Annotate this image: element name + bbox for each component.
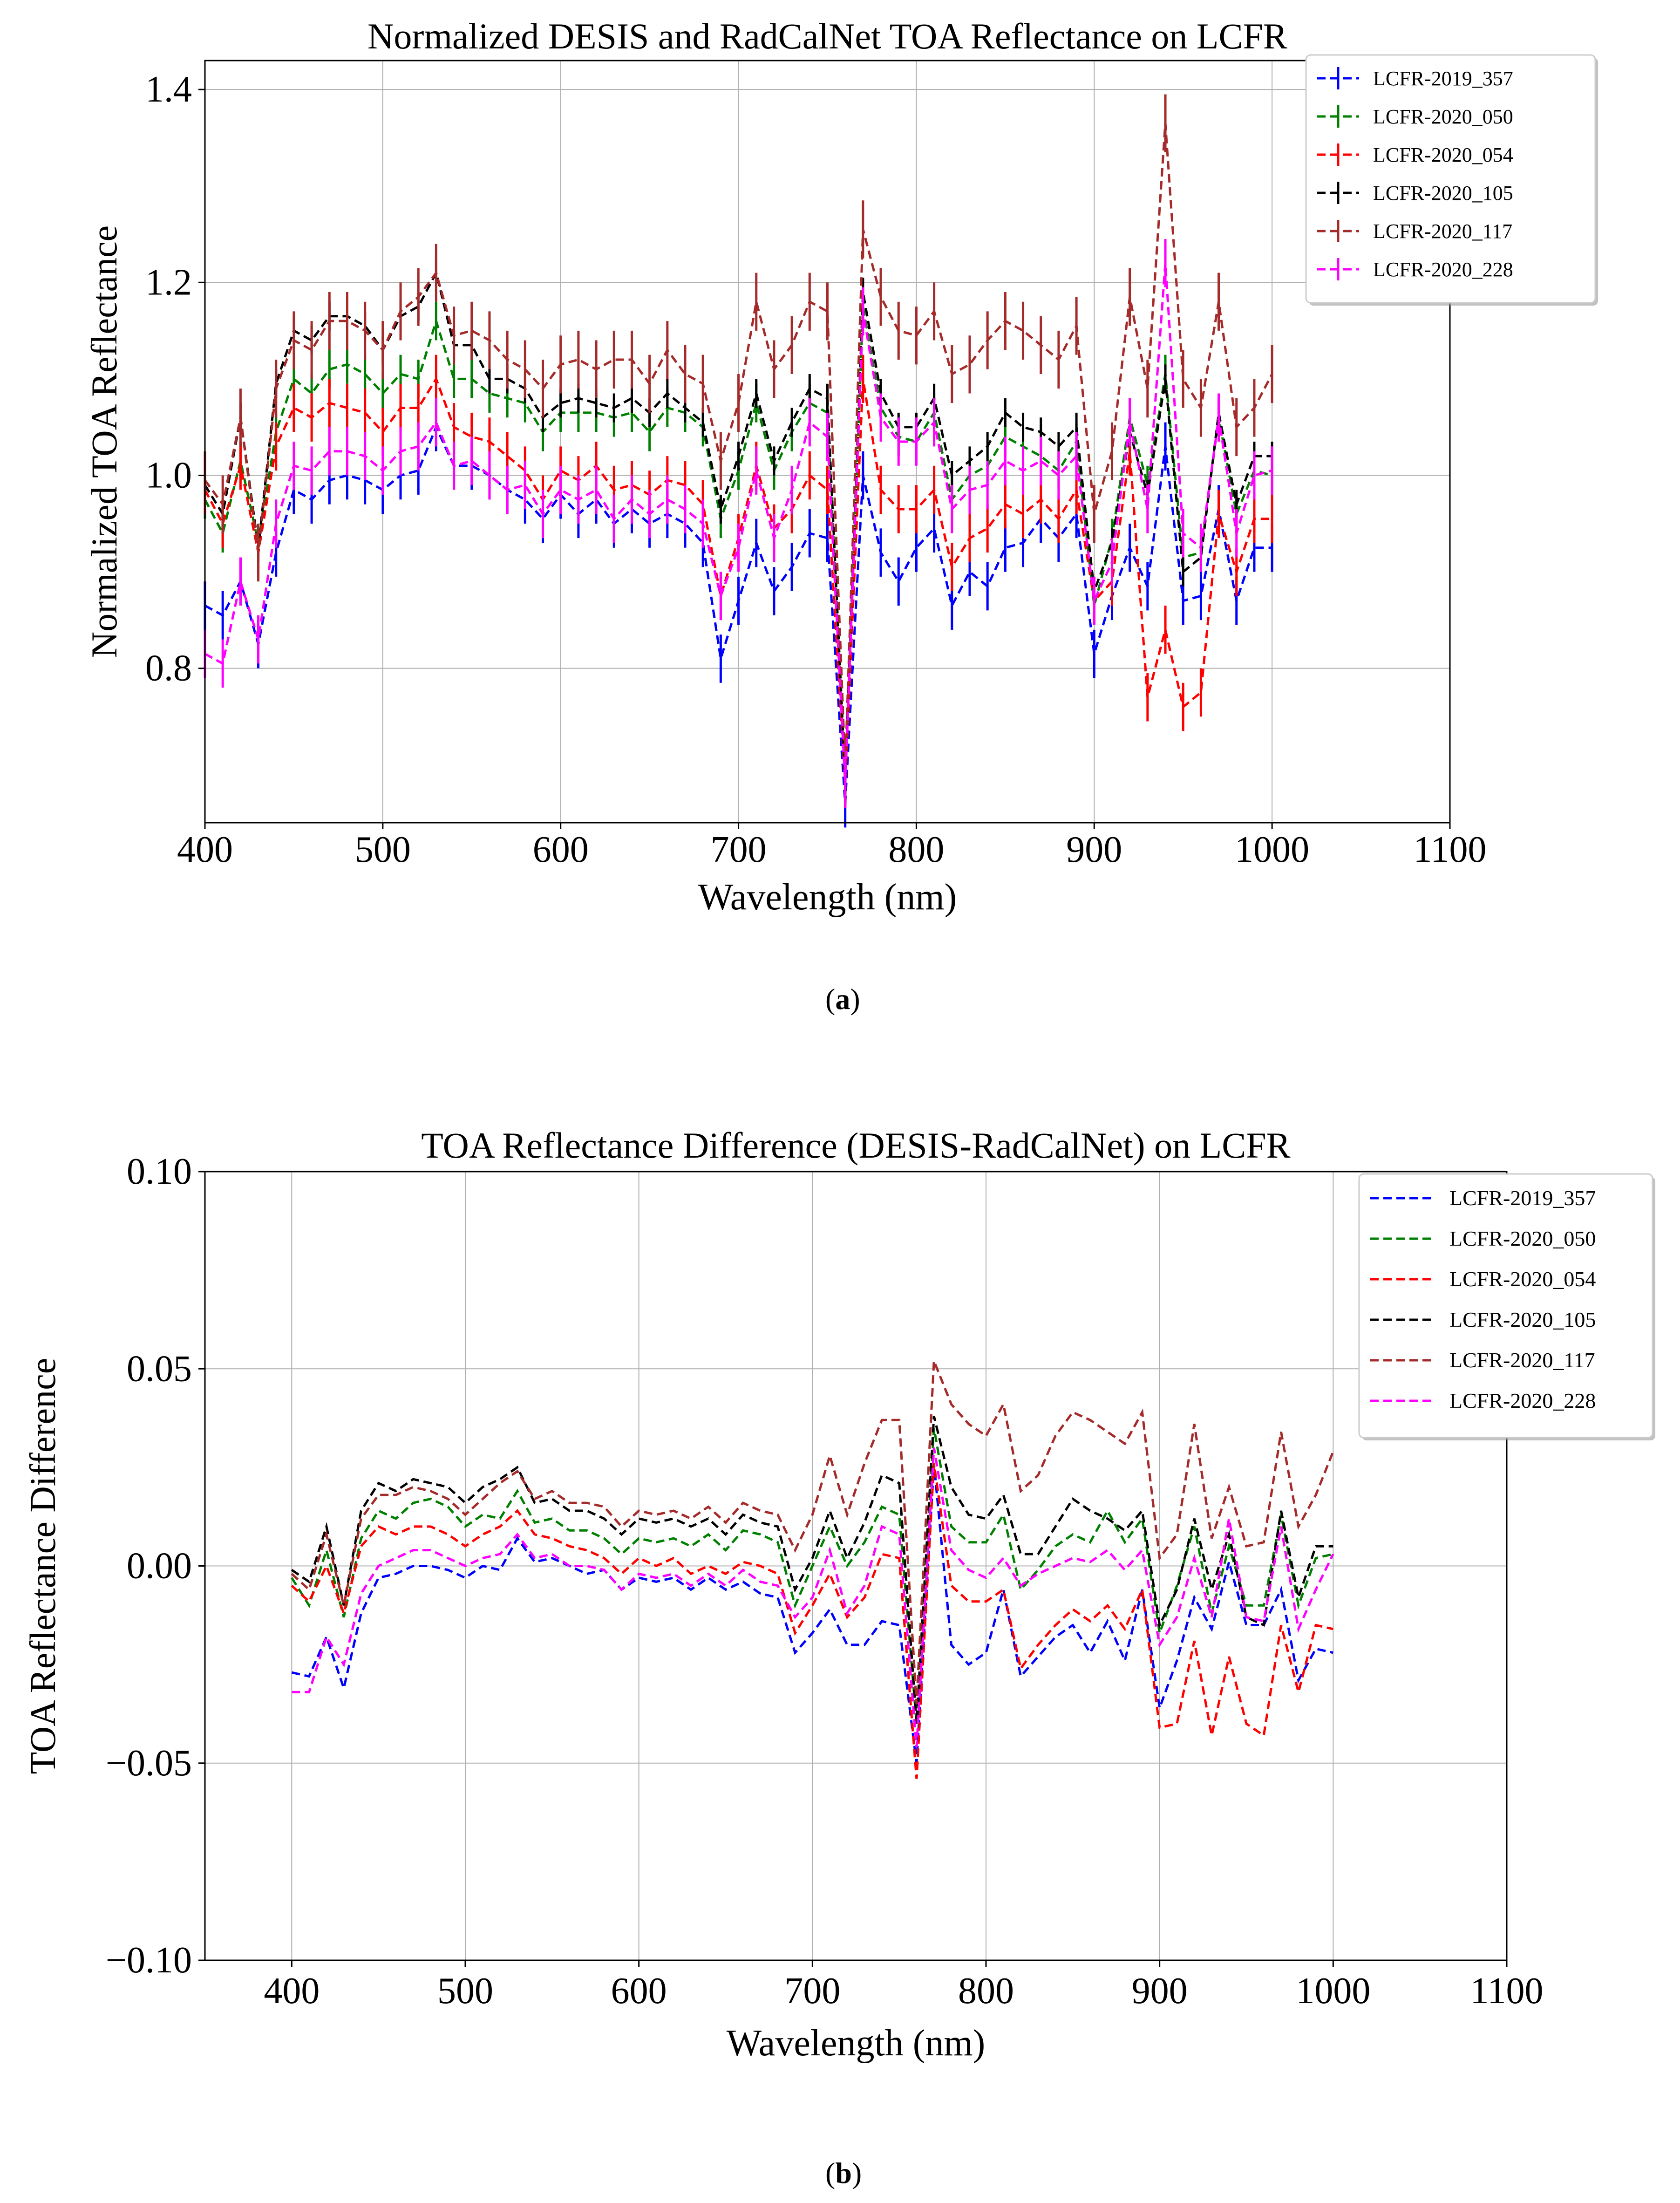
- x-tick-label: 1000: [1235, 829, 1309, 870]
- chart-title: TOA Reflectance Difference (DESIS-RadCal…: [421, 1125, 1290, 1166]
- x-tick-label: 800: [958, 1971, 1014, 2012]
- x-tick-label: 400: [177, 829, 233, 870]
- series-line: [291, 1427, 1333, 1724]
- y-tick-label: 0.8: [145, 648, 192, 689]
- legend-label: LCFR-2020_050: [1373, 105, 1513, 128]
- x-axis-label: Wavelength (nm): [727, 2023, 986, 2064]
- chart-b: 400 500 600 700 800 900 1000 1100 −0.10 −0.05 0.00…: [22, 1125, 1655, 2064]
- y-tick-label: 0.00: [127, 1546, 192, 1587]
- chart-a: 400 500 600 700 800 900 1000 1100 0.8 1.0 1.2 1.4 No…: [84, 16, 1598, 918]
- legend-label: LCFR-2020_105: [1373, 182, 1513, 205]
- x-axis-label: Wavelength (nm): [698, 877, 957, 918]
- y-tick-label: −0.05: [106, 1743, 192, 1784]
- series-LCFR-2020_117: [291, 1360, 1334, 1704]
- legend-label: LCFR-2020_117: [1449, 1348, 1595, 1372]
- y-tick-label: 0.10: [127, 1151, 192, 1192]
- y-axis-label: TOA Reflectance Difference: [22, 1358, 63, 1774]
- series-line: [292, 1447, 1334, 1748]
- y-tick-label: 1.4: [145, 69, 192, 110]
- legend-label: LCFR-2020_228: [1373, 258, 1513, 281]
- legend-box: [1358, 1173, 1653, 1439]
- legend: LCFR-2019_357 LCFR-2020_050 LCFR-2020_054 L…: [1305, 54, 1598, 306]
- y-tick-label: 0.05: [127, 1348, 192, 1389]
- x-tick-label: 400: [264, 1971, 320, 2012]
- legend-label: LCFR-2020_105: [1449, 1308, 1596, 1331]
- series-line: [291, 1463, 1333, 1764]
- x-tick-label: 1000: [1296, 1971, 1370, 2012]
- series-line: [291, 1463, 1333, 1779]
- legend-label: LCFR-2019_357: [1449, 1186, 1596, 1210]
- x-tick-label: 700: [784, 1971, 840, 2012]
- legend-box: [1305, 54, 1596, 304]
- x-tick-label: 800: [888, 829, 944, 870]
- legend-label: LCFR-2019_357: [1373, 67, 1513, 90]
- series-LCFR-2020_050: [291, 1427, 1333, 1724]
- series-LCFR-2020_117: [204, 94, 1273, 799]
- y-axis-label: Normalized TOA Reflectance: [84, 225, 124, 658]
- x-tick-label: 600: [611, 1971, 667, 2012]
- series-line: [291, 1360, 1334, 1704]
- series-LCFR-2020_105: [291, 1416, 1333, 1724]
- series-LCFR-2020_228: [292, 1447, 1334, 1748]
- x-tick-label: 1100: [1413, 829, 1486, 870]
- x-tick-label: 500: [437, 1971, 493, 2012]
- panel-label-a: (a): [825, 982, 860, 1016]
- y-tick-label: −0.10: [106, 1940, 192, 1981]
- legend-label: LCFR-2020_228: [1449, 1389, 1596, 1412]
- x-tick-label: 900: [1132, 1971, 1188, 2012]
- panel-label-b: (b): [825, 2156, 862, 2189]
- x-tick-label: 900: [1066, 829, 1122, 870]
- x-tick-label: 500: [355, 829, 411, 870]
- legend-label: LCFR-2020_050: [1449, 1227, 1596, 1250]
- plot-frame: [204, 60, 1451, 824]
- legend: LCFR-2019_357 LCFR-2020_050 LCFR-2020_054 L…: [1358, 1173, 1655, 1440]
- y-tick-label: 1.2: [145, 262, 192, 303]
- chart-title: Normalized DESIS and RadCalNet TOA Refle…: [367, 16, 1287, 56]
- legend-label: LCFR-2020_054: [1449, 1267, 1596, 1291]
- y-tick-label: 1.0: [145, 455, 192, 496]
- x-tick-label: 1100: [1470, 1971, 1543, 2012]
- legend-label: LCFR-2020_117: [1373, 220, 1512, 243]
- series-LCFR-2019_357: [291, 1463, 1333, 1764]
- x-tick-label: 700: [711, 829, 767, 870]
- series-LCFR-2020_054: [291, 1463, 1333, 1779]
- x-tick-label: 600: [533, 829, 589, 870]
- series-line: [291, 1416, 1333, 1724]
- legend-label: LCFR-2020_054: [1373, 143, 1513, 166]
